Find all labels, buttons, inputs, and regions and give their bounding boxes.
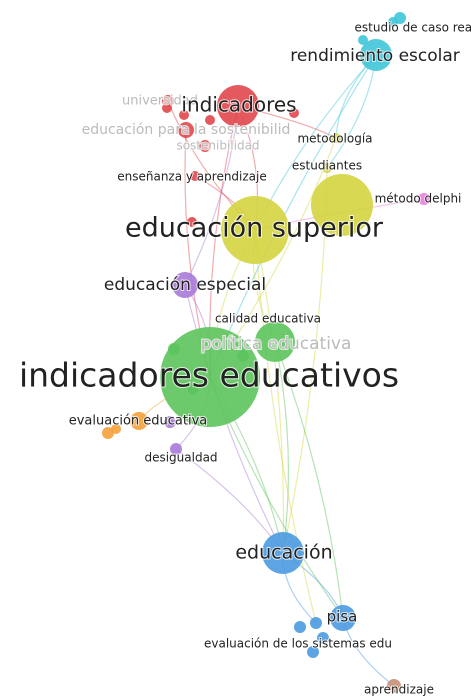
node <box>130 412 148 430</box>
node-label: educación superior <box>125 213 384 244</box>
node-label: metodología <box>297 132 372 146</box>
node-label: calidad educativa <box>215 312 321 326</box>
node <box>289 108 299 118</box>
node <box>178 122 194 138</box>
node <box>307 646 319 658</box>
edge <box>254 229 285 554</box>
node <box>310 617 322 629</box>
node <box>160 327 260 427</box>
node <box>172 272 198 298</box>
node-label: indicadores <box>181 93 296 117</box>
node-label: educación <box>235 542 332 564</box>
node <box>360 39 392 71</box>
node-label: universidad <box>122 94 198 109</box>
node-label: educación especial <box>104 275 266 295</box>
node <box>255 322 295 362</box>
node-label: sostenibilidad <box>176 139 259 153</box>
node <box>162 95 174 107</box>
edge <box>274 341 290 554</box>
node <box>187 217 197 227</box>
node <box>330 605 356 631</box>
node <box>179 110 189 120</box>
node <box>164 416 176 428</box>
node <box>418 193 430 205</box>
node <box>190 171 200 181</box>
node <box>294 621 306 633</box>
node-label: evaluación de los sistemas edu <box>204 637 392 651</box>
node <box>262 532 304 574</box>
edge <box>254 229 317 624</box>
node <box>387 679 401 693</box>
node-label: pisa <box>327 608 358 626</box>
node-label: método delphi <box>375 192 462 206</box>
node <box>394 12 406 24</box>
node <box>205 115 215 125</box>
node-label: rendimiento escolar <box>290 46 460 66</box>
node <box>170 443 182 455</box>
node <box>221 196 289 264</box>
node <box>217 85 259 127</box>
node-label: estudiantes <box>292 159 362 173</box>
node <box>111 424 121 434</box>
node <box>331 133 341 143</box>
node-label: educación para la sostenibilid <box>82 122 291 138</box>
node <box>199 140 211 152</box>
nodes <box>102 12 430 693</box>
edge <box>326 54 377 169</box>
edge <box>175 448 284 554</box>
node <box>102 427 114 439</box>
node-label: aprendizaje <box>364 683 434 696</box>
edge <box>184 105 239 286</box>
node-label: evaluación educativa <box>69 414 208 429</box>
node-label: indicadores educativos <box>19 356 399 395</box>
node-label: política educativa <box>201 334 352 354</box>
node <box>358 35 368 45</box>
node <box>311 174 373 236</box>
edge <box>274 341 344 619</box>
node-label: desigualdad <box>144 451 217 465</box>
node <box>317 632 329 644</box>
node-label: estudio de caso real <box>355 21 471 35</box>
labels: estudio de caso real rendimiento escolar u… <box>18 20 471 696</box>
node <box>322 163 332 173</box>
node-label: enseñanza y aprendizaje <box>117 170 267 184</box>
